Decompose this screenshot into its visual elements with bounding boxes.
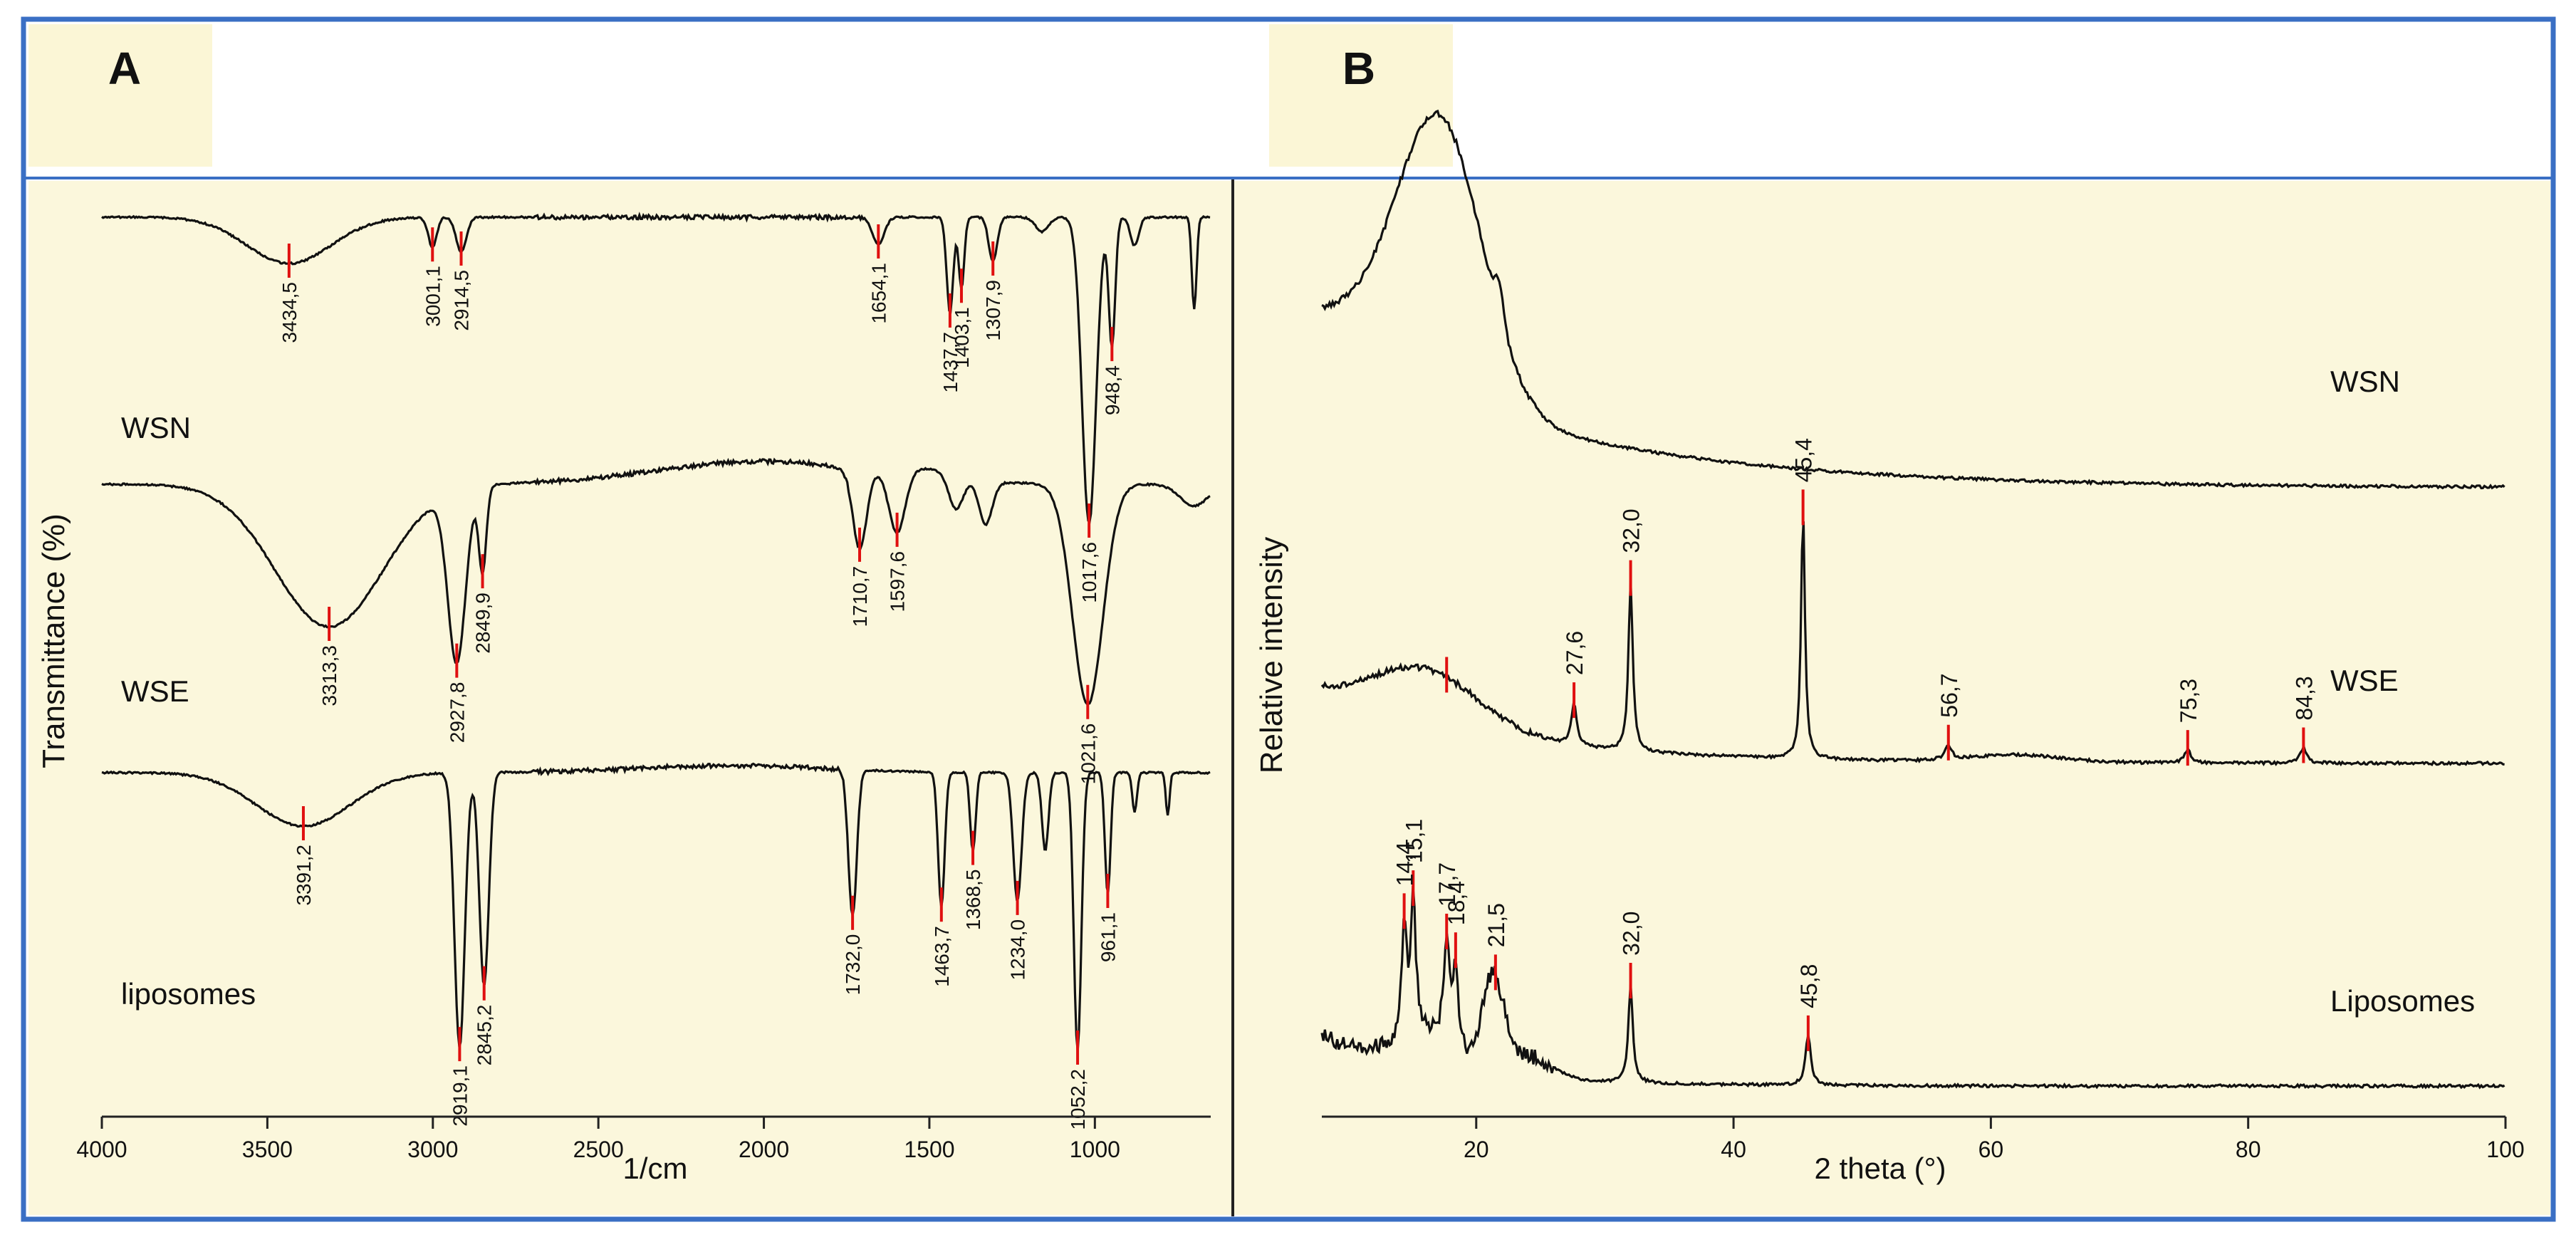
- xrd-trace-liposomes: [1320, 885, 2505, 1090]
- ftir-peak-label: 1017,6: [1078, 542, 1100, 603]
- xrd-peak-label: 75,3: [2176, 679, 2201, 723]
- ftir-series-label-wse: WSE: [121, 674, 189, 708]
- xrd-x-tick-label: 80: [2236, 1137, 2261, 1162]
- ftir-x-tick-label: 4000: [76, 1137, 127, 1162]
- ftir-x-tick-label: 3500: [242, 1137, 293, 1162]
- panel-b-y-axis-label: Relative intensity: [1254, 537, 1289, 774]
- ftir-peak-label: 948,4: [1101, 365, 1123, 415]
- ftir-trace-wsn: [101, 212, 1211, 524]
- ftir-peak-label: 1307,9: [982, 280, 1004, 341]
- xrd-series-label-wsn: WSN: [2330, 365, 2400, 398]
- ftir-peak-label: 3391,2: [293, 845, 315, 906]
- ftir-peak-label: 1052,2: [1067, 1069, 1089, 1130]
- ftir-peak-label: 1368,5: [962, 870, 984, 931]
- ftir-peak-label: 2927,8: [446, 682, 468, 743]
- ftir-peak-label: 1463,7: [931, 926, 953, 987]
- ftir-trace-liposomes: [101, 762, 1211, 1051]
- ftir-peak-label: 3434,5: [278, 282, 301, 343]
- ftir-series-label-wsn: WSN: [121, 411, 191, 444]
- ftir-x-tick-label: 2000: [739, 1137, 789, 1162]
- ftir-peak-label: 1021,6: [1077, 724, 1099, 785]
- ftir-peak-label: 1403,1: [951, 307, 973, 368]
- ftir-x-tick-label: 3000: [407, 1137, 458, 1162]
- panel-b-xrd-chart: 27,6 32,0 45,4 56,7 75,3 84,3 14,415,1 17,718,4…: [1254, 109, 2525, 1185]
- xrd-series-label-liposomes: Liposomes: [2330, 984, 2475, 1018]
- xrd-peak-label: 56,7: [1936, 673, 1962, 717]
- ftir-peak-label: 1654,1: [867, 263, 890, 324]
- xrd-series-label-wse: WSE: [2330, 664, 2399, 697]
- xrd-trace-wsn: [1321, 109, 2505, 490]
- xrd-peak-label: 45,8: [1796, 964, 1822, 1008]
- xrd-peak-label: 27,6: [1562, 631, 1587, 675]
- xrd-peak-label: 18,4: [1444, 881, 1469, 925]
- xrd-peak-label: 15,1: [1401, 819, 1427, 863]
- ftir-x-tick-label: 1000: [1070, 1137, 1120, 1162]
- panel-a-y-axis-label: Transmittance (%): [36, 513, 71, 768]
- ftir-peak-label: 1234,0: [1007, 919, 1029, 981]
- panel-a-plot-area: [28, 181, 1232, 1215]
- ftir-peak-label: 2914,5: [451, 270, 473, 331]
- xrd-trace-wse: [1320, 521, 2505, 767]
- xrd-peak-label: 84,3: [2291, 676, 2317, 720]
- panel-a-label-bg: [28, 24, 212, 167]
- ftir-x-tick-label: 1500: [904, 1137, 954, 1162]
- panel-a-x-axis-label: 1/cm: [622, 1152, 687, 1185]
- panel-b-x-axis-label: 2 theta (°): [1815, 1152, 1946, 1185]
- ftir-peak-label: 1710,7: [849, 566, 871, 627]
- ftir-trace-wse: [101, 457, 1211, 705]
- xrd-peak-label: 45,4: [1791, 438, 1817, 482]
- ftir-peak-label: 2849,9: [472, 593, 494, 654]
- xrd-peak-label: 32,0: [1619, 508, 1644, 553]
- panel-b-label-bg: [1269, 24, 1453, 167]
- ftir-peak-label: 3001,1: [422, 266, 444, 327]
- xrd-x-tick-label: 100: [2486, 1137, 2524, 1162]
- xrd-peak-label: 17,7: [1434, 862, 1460, 907]
- ftir-peak-label: 961,1: [1097, 912, 1119, 962]
- panel-b-plot-area: [1234, 181, 2550, 1215]
- ftir-series-label-liposomes: liposomes: [121, 977, 256, 1011]
- xrd-peak-label: 14,4: [1392, 842, 1418, 886]
- xrd-x-tick-label: 20: [1464, 1137, 1489, 1162]
- ftir-x-tick-label: 2500: [573, 1137, 624, 1162]
- ftir-peak-label: 2845,2: [474, 1005, 496, 1066]
- ftir-peak-label: 1437,7: [939, 332, 961, 393]
- panel-a-label: A: [108, 43, 141, 94]
- ftir-peak-label: 1597,6: [887, 551, 909, 612]
- ftir-peak-label: 1732,0: [842, 934, 864, 996]
- xrd-peak-label: 32,0: [1619, 912, 1644, 956]
- ftir-peak-label: 3313,3: [318, 645, 340, 706]
- xrd-x-tick-label: 60: [1978, 1137, 2004, 1162]
- xrd-peak-label: 21,5: [1483, 903, 1509, 947]
- xrd-x-tick-label: 40: [1721, 1137, 1746, 1162]
- panel-b-label: B: [1342, 43, 1375, 94]
